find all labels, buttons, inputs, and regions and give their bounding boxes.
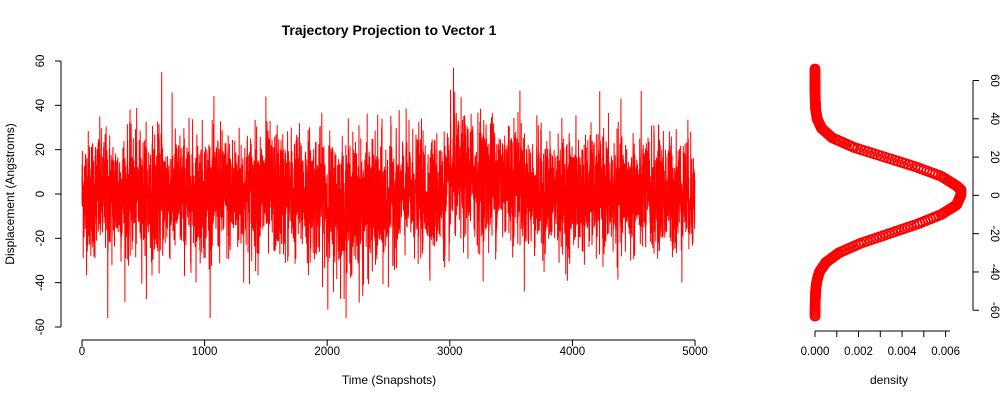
- density-x-axis: 0.000 0.002 0.004 0.006: [801, 330, 960, 358]
- density-y-tick-label: -40: [988, 264, 1000, 281]
- x-tick-label: 1000: [192, 346, 218, 358]
- y-tick-label: 40: [35, 99, 47, 112]
- density-x-tick-label: 0.000: [801, 346, 830, 358]
- y-tick-label: -40: [35, 274, 47, 291]
- density-x-tick-label: 0.004: [888, 346, 917, 358]
- chart-title: Trajectory Projection to Vector 1: [282, 22, 497, 38]
- y-tick-label: 60: [35, 55, 47, 68]
- x-tick-label: 4000: [560, 346, 586, 358]
- trajectory-line-layer: [81, 67, 696, 319]
- density-y-tick-label: -20: [988, 225, 1000, 242]
- density-x-axis-label: density: [870, 373, 908, 387]
- x-tick-label: 0: [79, 346, 85, 358]
- density-point: [809, 63, 821, 75]
- density-x-tick-label: 0.006: [931, 346, 960, 358]
- density-y-tick-label: 20: [988, 151, 1000, 164]
- y-axis-label: Displacement (Angstroms): [3, 123, 17, 264]
- trajectory-panel: Trajectory Projection to Vector 1 0 1000 2…: [3, 22, 708, 387]
- y-tick-label: -60: [35, 319, 47, 336]
- y-tick-label: -20: [35, 230, 47, 247]
- trajectory-line: [81, 67, 696, 319]
- density-panel: 0.000 0.002 0.004 0.006 -60 -40 -20 0 20 40 60 de…: [801, 63, 1000, 387]
- density-points-layer: [809, 63, 967, 322]
- x-tick-label: 5000: [682, 346, 708, 358]
- y-axis: -60 -40 -20 0 20 40 60: [35, 55, 62, 336]
- density-y-tick-label: 0: [988, 192, 1000, 198]
- density-y-tick-label: 60: [988, 74, 1000, 87]
- density-y-tick-label: -60: [988, 302, 1000, 319]
- x-tick-label: 2000: [314, 346, 340, 358]
- x-axis: 0 1000 2000 3000 4000 5000: [79, 339, 708, 358]
- density-y-axis: -60 -40 -20 0 20 40 60: [972, 74, 1000, 319]
- density-y-tick-label: 40: [988, 112, 1000, 125]
- density-x-tick-label: 0.002: [844, 346, 873, 358]
- x-tick-label: 3000: [437, 346, 463, 358]
- y-tick-label: 0: [35, 191, 47, 197]
- y-tick-label: 20: [35, 143, 47, 156]
- x-axis-label: Time (Snapshots): [342, 373, 436, 387]
